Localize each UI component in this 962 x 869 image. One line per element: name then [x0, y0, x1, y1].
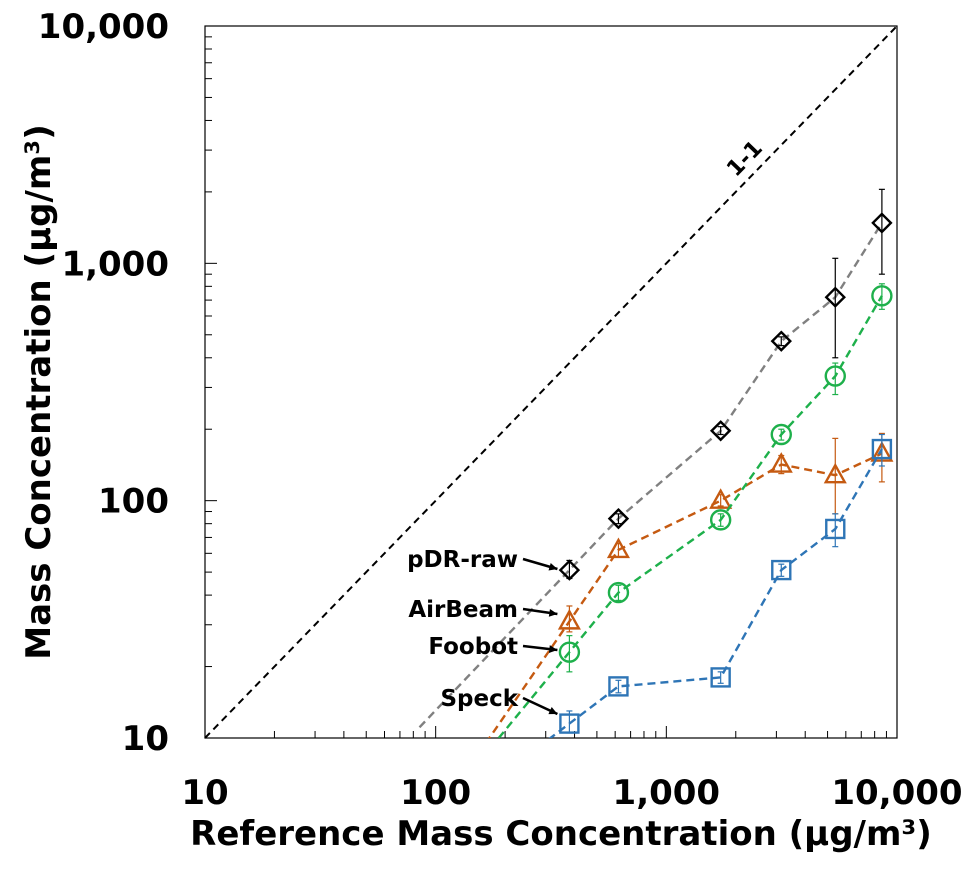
error-bar — [717, 671, 724, 684]
one-to-one-label: 1-1 — [722, 136, 768, 182]
x-tick-label: 10,000 — [831, 773, 962, 813]
data-point — [823, 462, 847, 484]
data-point — [558, 641, 581, 663]
error-bar — [832, 437, 839, 515]
series-speck: Speck — [440, 433, 893, 738]
data-point — [710, 667, 731, 688]
x-tick-label: 10 — [181, 773, 228, 813]
error-bar — [778, 563, 785, 577]
series-label-speck: Speck — [440, 686, 518, 712]
annotation-arrowhead — [548, 608, 558, 617]
error-bar — [778, 428, 785, 441]
error-bar — [778, 336, 785, 347]
x-axis-title: Reference Mass Concentration (µg/m³) — [190, 814, 932, 854]
data-point — [557, 608, 581, 630]
data-point — [871, 212, 893, 234]
y-tick-label: 10 — [122, 719, 169, 759]
data-point — [770, 330, 792, 352]
error-bar — [832, 257, 839, 359]
error-bar — [615, 584, 622, 601]
data-point — [607, 581, 630, 604]
error-bar — [615, 679, 622, 694]
data-point — [825, 518, 846, 540]
data-point — [607, 507, 630, 530]
data-point — [606, 537, 630, 559]
data-point — [608, 676, 629, 697]
annotation-arrowhead — [548, 645, 558, 653]
data-point — [871, 438, 893, 460]
y-tick-label: 100 — [98, 482, 169, 522]
y-tick-label: 10,000 — [38, 7, 169, 47]
annotation-arrowhead — [548, 707, 558, 715]
data-point — [559, 713, 580, 734]
series-label-foobot: Foobot — [428, 634, 518, 660]
annotation-arrowhead — [548, 562, 558, 571]
data-point — [824, 286, 846, 308]
data-point — [871, 285, 893, 307]
error-bar — [717, 513, 724, 527]
error-bar — [832, 362, 839, 396]
series-pdr-raw: pDR-raw — [407, 188, 893, 729]
series-label-pdr-raw: pDR-raw — [407, 547, 518, 573]
data-point — [558, 559, 581, 581]
data-point — [769, 452, 793, 473]
data-point — [771, 559, 792, 581]
x-tick-label: 1,000 — [613, 773, 721, 813]
error-bar — [717, 426, 724, 436]
x-tick-label: 100 — [400, 773, 471, 813]
series-foobot: Foobot — [428, 283, 893, 738]
plot-area: 10 100 1,000 10,000 10 100 1,000 10,000 1-1 pDR-r… — [38, 7, 962, 813]
y-tick-label: 1,000 — [61, 244, 169, 284]
data-point — [709, 488, 733, 509]
series-line — [497, 295, 883, 738]
series-line — [548, 448, 883, 738]
data-point — [709, 420, 732, 442]
data-point — [824, 365, 846, 387]
series-airbeam: AirBeam — [408, 432, 894, 738]
data-point — [770, 423, 792, 446]
error-bar — [615, 513, 622, 525]
series-label-airbeam: AirBeam — [408, 597, 518, 623]
one-to-one-line — [204, 25, 898, 739]
data-point — [709, 509, 732, 531]
y-axis-title: Mass Concentration (µg/m³) — [19, 124, 59, 659]
